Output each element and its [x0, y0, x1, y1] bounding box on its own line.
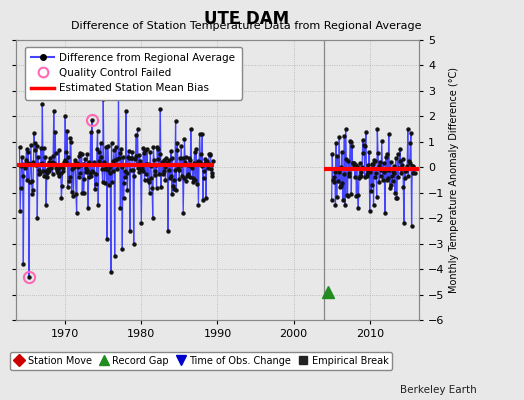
Text: Berkeley Earth: Berkeley Earth [400, 385, 477, 395]
Y-axis label: Monthly Temperature Anomaly Difference (°C): Monthly Temperature Anomaly Difference (… [449, 67, 459, 293]
Text: Difference of Station Temperature Data from Regional Average: Difference of Station Temperature Data f… [71, 21, 421, 31]
Legend: Station Move, Record Gap, Time of Obs. Change, Empirical Break: Station Move, Record Gap, Time of Obs. C… [10, 352, 392, 370]
Text: UTE DAM: UTE DAM [204, 10, 289, 28]
